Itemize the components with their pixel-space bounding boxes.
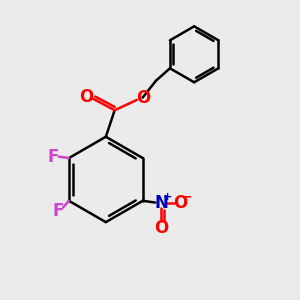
Text: O: O bbox=[154, 219, 168, 237]
Text: −: − bbox=[181, 190, 193, 204]
Text: F: F bbox=[53, 202, 64, 220]
Text: F: F bbox=[48, 148, 59, 166]
Text: O: O bbox=[173, 194, 187, 212]
Text: O: O bbox=[79, 88, 93, 106]
Text: +: + bbox=[163, 192, 172, 202]
Text: O: O bbox=[136, 89, 150, 107]
Text: N: N bbox=[154, 194, 168, 212]
